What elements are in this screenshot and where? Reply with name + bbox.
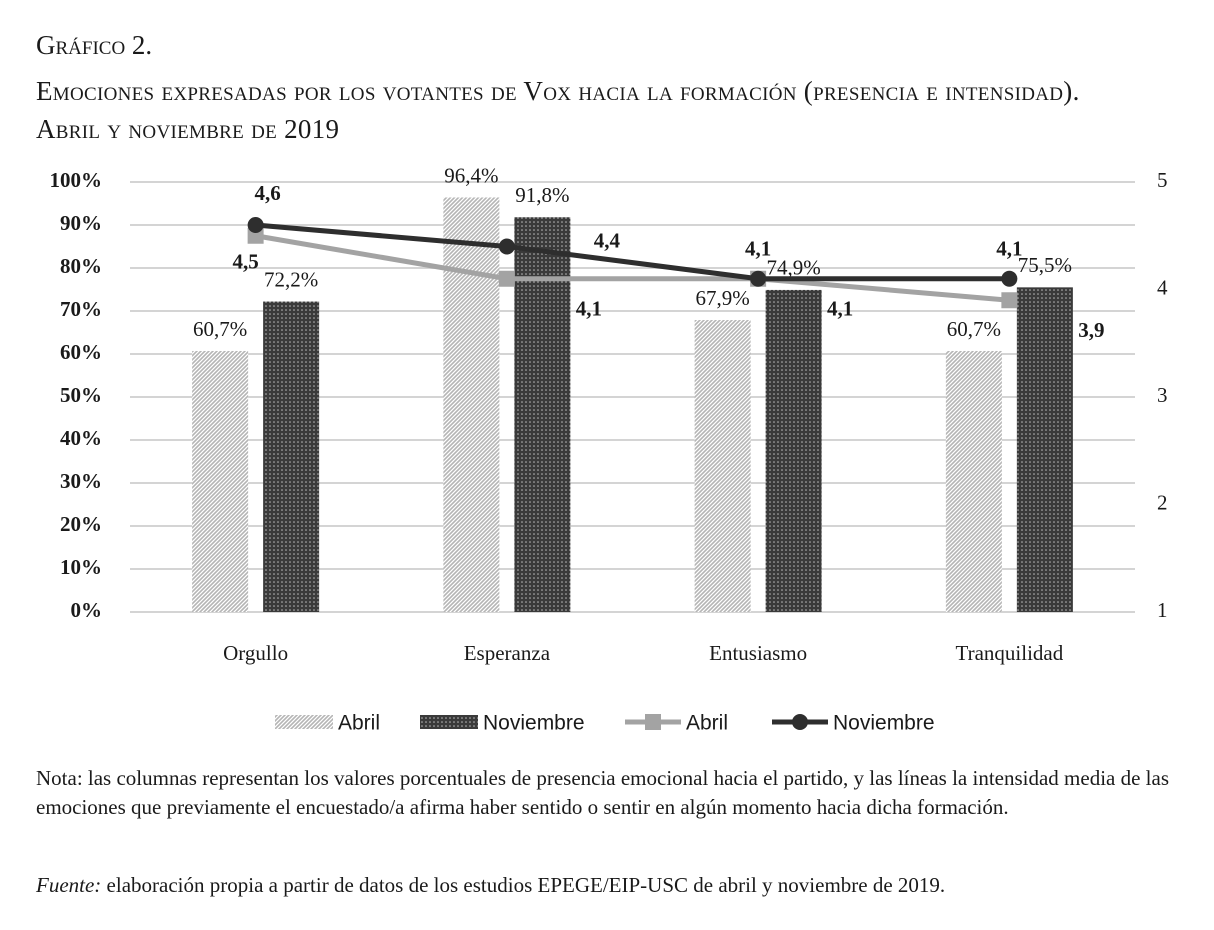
line <box>255 233 1010 303</box>
line-marker <box>498 270 515 287</box>
bar <box>945 350 1002 612</box>
bar-value-label: 60,7% <box>193 317 247 341</box>
y-tick-label: 50% <box>60 383 102 407</box>
line-value-label: 4,5 <box>233 250 259 274</box>
bar-value-label: 67,9% <box>696 286 750 310</box>
legend-label: Noviembre <box>833 712 935 735</box>
bar <box>192 350 249 612</box>
line-marker <box>247 217 264 233</box>
y-tick-label: 20% <box>60 512 102 536</box>
line-value-label: 4,1 <box>996 237 1022 261</box>
line-value-label: 4,1 <box>827 297 853 321</box>
y2-tick-label: 3 <box>1157 383 1168 407</box>
bar-value-label: 72,2% <box>264 267 318 291</box>
y-tick-label: 30% <box>60 469 102 493</box>
y-tick-label: 70% <box>60 297 102 321</box>
line-marker <box>1001 270 1018 287</box>
bar-value-label: 74,9% <box>767 256 821 280</box>
line-value-label: 4,6 <box>255 181 281 205</box>
bar <box>443 197 500 613</box>
y-tick-label: 60% <box>60 340 102 364</box>
bar <box>514 217 571 612</box>
legend-label: Noviembre <box>483 712 585 735</box>
bar <box>263 301 320 612</box>
line-marker <box>498 238 515 255</box>
bar <box>694 320 751 612</box>
bar-value-label: 60,7% <box>947 317 1001 341</box>
y-tick-label: 10% <box>60 555 102 579</box>
legend-marker <box>645 714 661 730</box>
legend-label: Abril <box>338 712 380 735</box>
note: Nota: las columnas representan los valor… <box>36 766 1170 819</box>
source: Fuente: elaboración propia a partir de d… <box>36 873 1186 898</box>
source-text: elaboración propia a partir de datos de … <box>106 873 946 897</box>
source-label: Fuente: <box>36 873 102 897</box>
y-tick-label: 0% <box>71 598 103 622</box>
x-tick-label: Orgullo <box>223 641 288 665</box>
line-value-label: 4,4 <box>594 228 621 252</box>
legend-swatch <box>420 715 478 729</box>
y-tick-label: 90% <box>60 211 102 235</box>
legend-swatch <box>275 715 333 729</box>
x-tick-label: Tranquilidad <box>956 641 1064 665</box>
legend-marker <box>792 714 808 730</box>
legend-label: Abril <box>686 712 728 735</box>
line-value-label: 4,1 <box>576 297 602 321</box>
chart-title: Emociones expresadas por los votantes de… <box>36 76 1080 144</box>
line-value-label: 3,9 <box>1078 318 1104 342</box>
bar <box>765 289 822 612</box>
y-tick-label: 80% <box>60 254 102 278</box>
bar-value-label: 91,8% <box>515 183 569 207</box>
y2-tick-label: 5 <box>1157 168 1168 192</box>
y-tick-label: 100% <box>50 168 103 192</box>
x-tick-label: Esperanza <box>464 641 551 665</box>
chart-label: Gráfico 2. <box>36 30 153 60</box>
line-marker <box>1001 292 1018 309</box>
y2-tick-label: 2 <box>1157 490 1168 514</box>
x-tick-label: Entusiasmo <box>709 641 807 665</box>
y2-tick-label: 1 <box>1157 598 1168 622</box>
y-tick-label: 40% <box>60 426 102 450</box>
y2-tick-label: 4 <box>1157 275 1168 299</box>
line <box>255 222 1010 282</box>
bar <box>1016 287 1073 612</box>
bar-value-label: 96,4% <box>444 163 498 187</box>
line-value-label: 4,1 <box>745 237 771 261</box>
bar-value-label: 75,5% <box>1018 253 1072 277</box>
line-marker <box>750 270 767 287</box>
